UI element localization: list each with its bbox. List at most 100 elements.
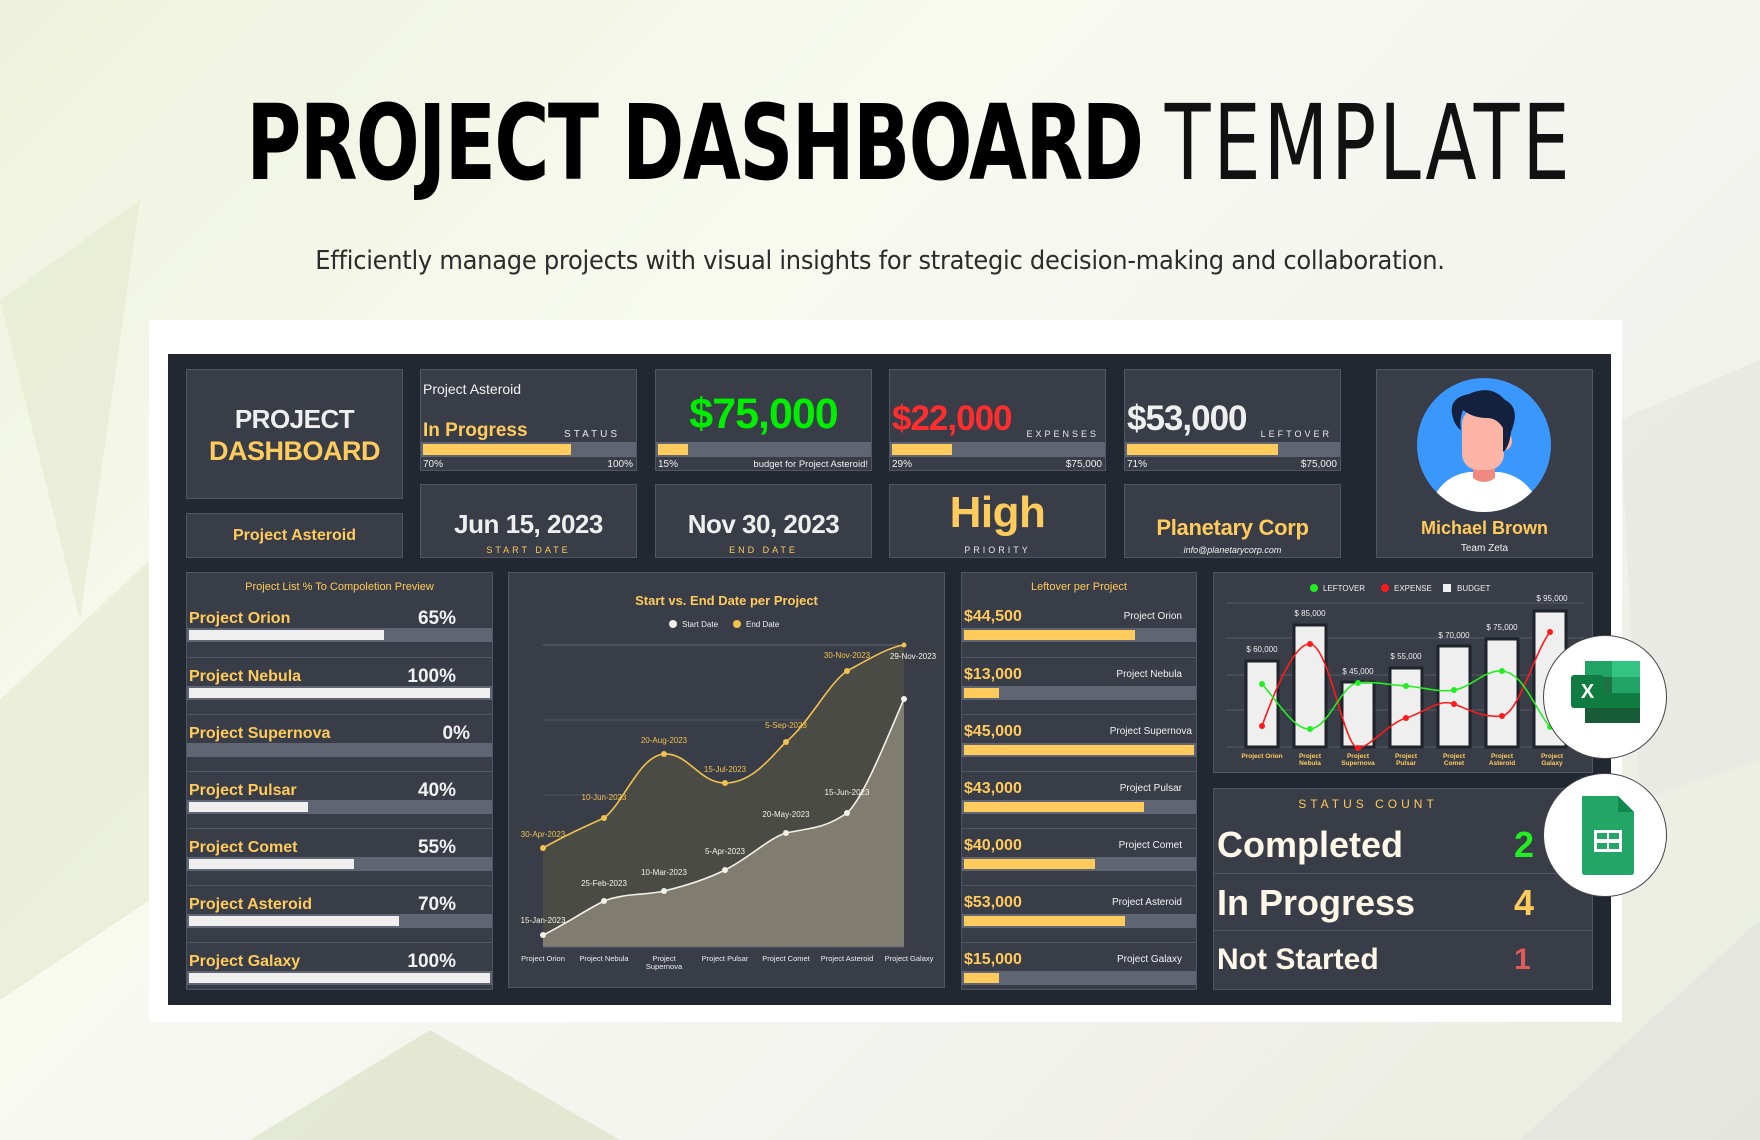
- completion-pct: 65%: [417, 608, 456, 629]
- svg-text:Project: Project: [1347, 753, 1370, 760]
- manager-card: Michael Brown Team Zeta: [1376, 369, 1593, 558]
- project-name: Project Galaxy: [189, 953, 301, 970]
- svg-text:Supernova: Supernova: [1341, 760, 1375, 767]
- expenses-progress-bar: [890, 442, 1105, 457]
- google-sheets-icon: [1582, 796, 1634, 875]
- leftover-progress-bar: [962, 628, 1196, 642]
- leftover-progress-bar: [962, 914, 1196, 928]
- svg-text:15-Jun-2023: 15-Jun-2023: [825, 788, 870, 797]
- manager-team: Team Zeta: [1460, 543, 1509, 554]
- svg-text:$ 60,000: $ 60,000: [1246, 645, 1278, 654]
- status-right-label: 100%: [607, 459, 633, 470]
- expenses-value: $22,000: [892, 399, 1013, 438]
- list-item[interactable]: Project Comet 55%: [187, 828, 492, 885]
- start-date-card: Jun 15, 2023 START DATE: [420, 484, 637, 558]
- leftover-progress-bar: [962, 857, 1196, 871]
- status-label: Completed: [1217, 824, 1404, 865]
- legend-start-date: Start Date: [682, 620, 719, 629]
- project-name: Project Comet: [189, 839, 298, 856]
- project-name: Project Asteroid: [233, 527, 356, 544]
- svg-text:Asteroid: Asteroid: [1489, 760, 1515, 767]
- completion-pct: 40%: [417, 780, 456, 801]
- svg-text:Nebula: Nebula: [1299, 760, 1321, 767]
- hero-title-bold: PROJECT DASHBOARD: [246, 82, 1143, 204]
- excel-badge[interactable]: X: [1543, 635, 1667, 759]
- leftover-amount: $13,000: [964, 666, 1022, 683]
- leftover-amount: $43,000: [964, 780, 1022, 797]
- list-item[interactable]: $45,000 Project Supernova: [962, 714, 1196, 771]
- project-name: Project Asteroid: [189, 896, 312, 913]
- project-name: Project Asteroid: [1111, 897, 1182, 908]
- list-item[interactable]: Project Pulsar 40%: [187, 771, 492, 828]
- svg-text:25-Feb-2023: 25-Feb-2023: [581, 879, 627, 888]
- legend-expense: EXPENSE: [1394, 584, 1432, 593]
- list-item[interactable]: $40,000 Project Comet: [962, 828, 1196, 885]
- svg-text:29-Nov-2023: 29-Nov-2023: [890, 652, 937, 661]
- svg-text:Project: Project: [1491, 753, 1514, 760]
- list-item[interactable]: Project Nebula 100%: [187, 657, 492, 714]
- status-card: Project Asteroid In Progress STATUS 70% …: [420, 369, 637, 471]
- client-card: Planetary Corp info@planetarycorp.com: [1124, 484, 1341, 558]
- excel-icon: X: [1571, 661, 1640, 723]
- project-name-card[interactable]: Project Asteroid: [186, 513, 403, 558]
- status-left-label: 70%: [423, 459, 444, 470]
- list-item[interactable]: Project Galaxy 100%: [187, 942, 492, 999]
- list-item[interactable]: Project Orion 65%: [187, 600, 492, 657]
- svg-text:Project Asteroid: Project Asteroid: [821, 954, 874, 963]
- bar-chart-plot: LEFTOVER EXPENSE BUDGET $ 60,000 $ 85,00…: [1226, 584, 1584, 767]
- leftover-value: $53,000: [1127, 399, 1248, 438]
- svg-text:Project: Project: [652, 954, 676, 963]
- svg-text:30-Apr-2023: 30-Apr-2023: [521, 830, 566, 839]
- list-item[interactable]: Project Asteroid 70%: [187, 885, 492, 942]
- status-count-title: STATUS COUNT: [1298, 797, 1438, 811]
- list-item[interactable]: $15,000 Project Galaxy: [962, 942, 1196, 999]
- logo-card: PROJECT DASHBOARD: [186, 369, 403, 499]
- area-chart-plot: Start Date End Date 30-Apr-2023 10-Jun-2…: [521, 620, 937, 971]
- svg-text:Pulsar: Pulsar: [1396, 760, 1416, 767]
- status-row-in-progress: In Progress 4: [1214, 873, 1592, 930]
- list-item[interactable]: Project Supernova 0%: [187, 714, 492, 771]
- completion-list-panel: Project List % To Compoletion Preview Pr…: [186, 572, 493, 990]
- completion-pct: 0%: [442, 723, 470, 744]
- leftover-amount: $15,000: [964, 951, 1022, 968]
- svg-text:Project Pulsar: Project Pulsar: [702, 954, 749, 963]
- status-row-not-started: Not Started 1: [1214, 930, 1592, 987]
- hero-subtitle: Efficiently manage projects with visual …: [315, 246, 1445, 276]
- budget-left-label: 15%: [658, 459, 679, 470]
- logo-line1: PROJECT: [234, 404, 355, 434]
- project-name: Project Nebula: [189, 668, 302, 685]
- project-name: Project Nebula: [1116, 669, 1182, 680]
- expenses-caption: EXPENSES: [1026, 429, 1099, 439]
- svg-text:Project: Project: [1299, 753, 1322, 760]
- project-name: Project Supernova: [1109, 726, 1192, 737]
- budget-right-label: budget for Project Asteroid!: [753, 459, 868, 470]
- svg-text:Project Orion: Project Orion: [1241, 753, 1282, 760]
- svg-text:$ 95,000: $ 95,000: [1536, 594, 1568, 603]
- budget-card: $75,000 15% budget for Project Asteroid!: [655, 369, 872, 471]
- leftover-progress-bar: [1125, 442, 1340, 457]
- client-email[interactable]: info@planetarycorp.com: [1183, 545, 1282, 555]
- svg-text:Project: Project: [1443, 753, 1466, 760]
- completion-list-title: Project List % To Compoletion Preview: [245, 581, 434, 593]
- svg-text:Project Comet: Project Comet: [762, 954, 810, 963]
- priority-card: High PRIORITY: [889, 484, 1106, 558]
- leftover-amount: $45,000: [964, 723, 1022, 740]
- svg-text:Project: Project: [1395, 753, 1418, 760]
- svg-text:$ 70,000: $ 70,000: [1438, 631, 1470, 640]
- end-date-value: Nov 30, 2023: [687, 509, 840, 539]
- list-item[interactable]: $43,000 Project Pulsar: [962, 771, 1196, 828]
- project-name: Project Pulsar: [189, 782, 297, 799]
- google-sheets-badge[interactable]: [1543, 773, 1667, 897]
- list-item[interactable]: $53,000 Project Asteroid: [962, 885, 1196, 942]
- start-date-value: Jun 15, 2023: [454, 509, 603, 539]
- status-label: Not Started: [1217, 943, 1379, 976]
- person-avatar-icon: [1417, 378, 1551, 512]
- list-item[interactable]: $13,000 Project Nebula: [962, 657, 1196, 714]
- status-progress-bar: [421, 442, 636, 457]
- svg-text:Project: Project: [1541, 753, 1564, 760]
- svg-text:30-Nov-2023: 30-Nov-2023: [824, 651, 871, 660]
- logo-line2: DASHBOARD: [209, 436, 381, 466]
- list-item[interactable]: $44,500 Project Orion: [962, 600, 1196, 657]
- svg-text:15-Jan-2023: 15-Jan-2023: [521, 916, 566, 925]
- leftover-progress-bar: [962, 743, 1196, 757]
